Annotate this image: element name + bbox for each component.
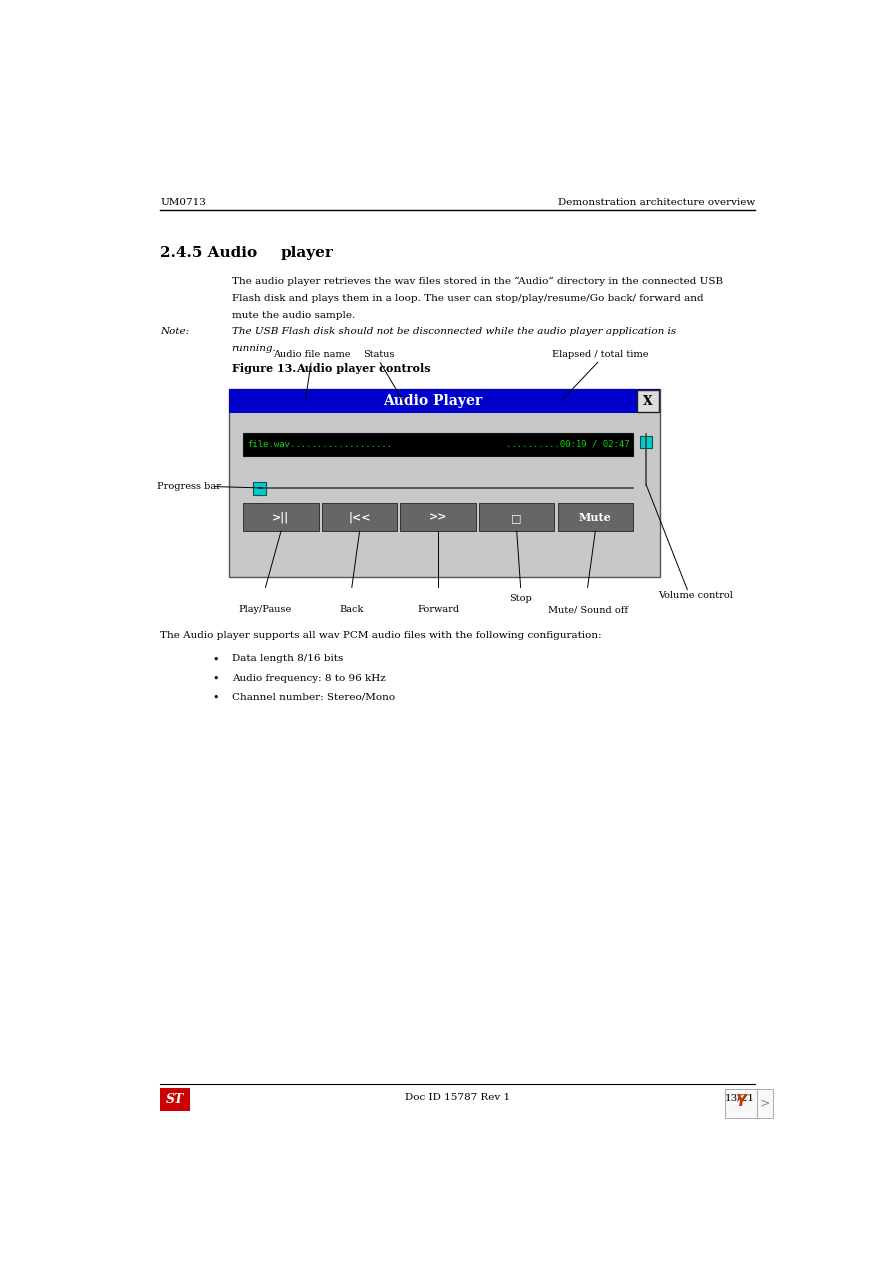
Text: The USB Flash disk should not be disconnected while the audio player application: The USB Flash disk should not be disconn… <box>232 327 676 336</box>
Bar <box>479 504 555 532</box>
Bar <box>637 390 658 412</box>
Text: |<<: |<< <box>349 512 371 523</box>
Bar <box>161 1087 190 1111</box>
Text: Volume control: Volume control <box>657 591 732 600</box>
Text: X: X <box>643 394 653 408</box>
Text: ST: ST <box>166 1092 184 1106</box>
Text: Audio Player: Audio Player <box>384 394 483 408</box>
Text: Elapsed / total time: Elapsed / total time <box>551 350 648 360</box>
Text: 2.4.5 Audio: 2.4.5 Audio <box>161 246 258 260</box>
Text: Audio frequency: 8 to 96 kHz: Audio frequency: 8 to 96 kHz <box>232 673 385 682</box>
Text: Flash disk and plays them in a loop. The user can stop/play/resume/Go back/ forw: Flash disk and plays them in a loop. The… <box>232 294 703 303</box>
Text: Demonstration architecture overview: Demonstration architecture overview <box>558 198 755 207</box>
Text: file.wav...................: file.wav................... <box>247 440 392 448</box>
Text: Play/Pause: Play/Pause <box>239 605 292 614</box>
Text: Mute: Mute <box>579 512 612 523</box>
Text: Figure 13.: Figure 13. <box>232 364 296 374</box>
Text: ..........00:19 / 02:47: ..........00:19 / 02:47 <box>506 440 629 448</box>
Text: Status: Status <box>363 350 394 360</box>
Text: running.: running. <box>232 344 277 354</box>
Text: The Audio player supports all wav PCM audio files with the following configurati: The Audio player supports all wav PCM au… <box>161 632 602 640</box>
Text: >||: >|| <box>272 512 290 523</box>
Text: Y: Y <box>735 1094 747 1109</box>
Text: Audio file name: Audio file name <box>273 350 351 360</box>
Text: □: □ <box>511 512 522 523</box>
Text: Progress bar: Progress bar <box>157 482 221 491</box>
Text: Audio player controls: Audio player controls <box>296 364 431 374</box>
Text: Doc ID 15787 Rev 1: Doc ID 15787 Rev 1 <box>405 1094 509 1103</box>
Bar <box>252 481 266 495</box>
Bar <box>725 1089 773 1118</box>
Bar <box>640 436 652 448</box>
Text: mute the audio sample.: mute the audio sample. <box>232 311 355 320</box>
Text: player: player <box>280 246 334 260</box>
Text: Stop: Stop <box>509 595 532 604</box>
Text: Mute/ Sound off: Mute/ Sound off <box>548 605 628 614</box>
Bar <box>244 433 633 456</box>
Bar <box>229 389 660 577</box>
Bar <box>244 504 318 532</box>
Bar <box>558 504 633 532</box>
Text: Channel number: Stereo/Mono: Channel number: Stereo/Mono <box>232 693 395 702</box>
Text: •: • <box>212 654 219 664</box>
Text: Data length 8/16 bits: Data length 8/16 bits <box>232 654 343 663</box>
Text: •: • <box>212 693 219 703</box>
Text: >: > <box>760 1096 770 1110</box>
Text: >>: >> <box>429 512 448 523</box>
Bar <box>229 389 660 413</box>
Text: UM0713: UM0713 <box>161 198 206 207</box>
Text: Back: Back <box>340 605 364 614</box>
Text: Forward: Forward <box>417 605 459 614</box>
Bar <box>401 504 476 532</box>
Text: The audio player retrieves the wav files stored in the “Audio” directory in the : The audio player retrieves the wav files… <box>232 277 723 287</box>
Bar <box>322 504 397 532</box>
Text: Note:: Note: <box>161 327 189 336</box>
Text: •: • <box>212 673 219 683</box>
Text: 13/21: 13/21 <box>725 1094 755 1103</box>
